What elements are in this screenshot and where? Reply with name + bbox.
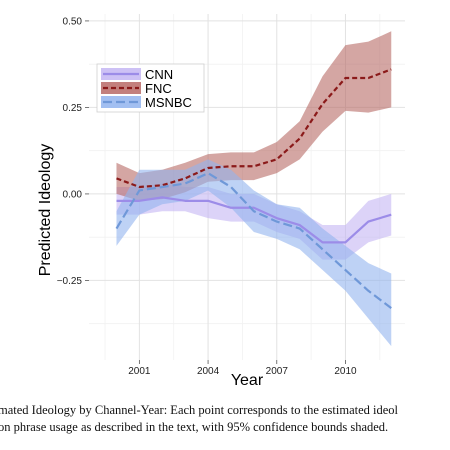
caption-line-1: mated Ideology by Channel-Year: Each poi… bbox=[0, 403, 399, 417]
legend-label-msnbc: MSNBC bbox=[145, 95, 192, 110]
x-tick-label: 2004 bbox=[197, 366, 220, 377]
series-line-fnc bbox=[116, 68, 392, 189]
legend-label-cnn: CNN bbox=[145, 67, 173, 82]
caption-line-2: on phrase usage as described in the text… bbox=[0, 420, 389, 434]
tick-labels: 0.50 0.25 0.00 −0.25 2001 2004 2007 2010 bbox=[57, 16, 357, 377]
y-axis-label: Predicted Ideology bbox=[37, 144, 54, 277]
legend-label-fnc: FNC bbox=[145, 81, 172, 96]
y-tick-label: 0.00 bbox=[63, 189, 83, 200]
x-axis-label: Year bbox=[231, 372, 264, 389]
series-line-cnn bbox=[116, 196, 392, 244]
series-line-msnbc bbox=[115, 172, 392, 309]
chart: 0.50 0.25 0.00 −0.25 2001 2004 2007 2010 Predic… bbox=[37, 14, 405, 389]
y-tick-label: 0.25 bbox=[63, 103, 83, 114]
x-tick-label: 2010 bbox=[334, 366, 357, 377]
y-tick-label: −0.25 bbox=[57, 276, 83, 287]
band-msnbc bbox=[116, 159, 392, 347]
series-lines bbox=[115, 68, 392, 309]
y-tick-label: 0.50 bbox=[63, 16, 83, 27]
x-tick-label: 2001 bbox=[128, 366, 151, 377]
x-tick-label: 2007 bbox=[266, 366, 289, 377]
figure-caption: mated Ideology by Channel-Year: Each poi… bbox=[0, 402, 450, 436]
confidence-bands bbox=[116, 31, 392, 347]
